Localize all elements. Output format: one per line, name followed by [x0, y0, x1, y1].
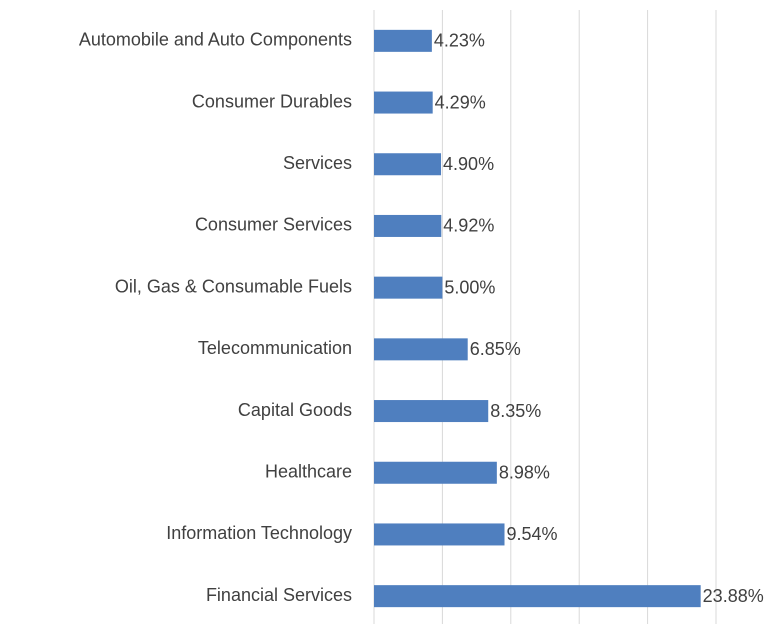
bar: [374, 29, 432, 52]
bar: [374, 276, 443, 299]
value-label: 4.92%: [443, 216, 494, 236]
category-label: Financial Services: [206, 585, 352, 605]
bar: [374, 153, 442, 176]
value-label: 9.54%: [507, 524, 558, 544]
bar: [374, 400, 489, 423]
bar: [374, 523, 505, 546]
bar: [374, 461, 497, 484]
category-label: Healthcare: [265, 462, 352, 482]
bar: [374, 585, 701, 608]
category-label: Information Technology: [166, 523, 352, 543]
value-label: 8.98%: [499, 463, 550, 483]
category-label: Services: [283, 153, 352, 173]
value-label: 6.85%: [470, 339, 521, 359]
category-label: Consumer Services: [195, 215, 352, 235]
bar: [374, 338, 468, 361]
bar: [374, 214, 442, 237]
category-label: Telecommunication: [198, 338, 352, 358]
value-label: 4.90%: [443, 154, 494, 174]
value-label: 4.29%: [435, 92, 486, 112]
category-label: Automobile and Auto Components: [79, 30, 352, 50]
value-label: 23.88%: [703, 586, 764, 606]
value-label: 8.35%: [490, 401, 541, 421]
category-label: Consumer Durables: [192, 91, 352, 111]
value-label: 4.23%: [434, 31, 485, 51]
value-label: 5.00%: [444, 277, 495, 297]
category-label: Oil, Gas & Consumable Fuels: [115, 276, 352, 296]
category-label: Capital Goods: [238, 400, 352, 420]
bar: [374, 91, 433, 114]
